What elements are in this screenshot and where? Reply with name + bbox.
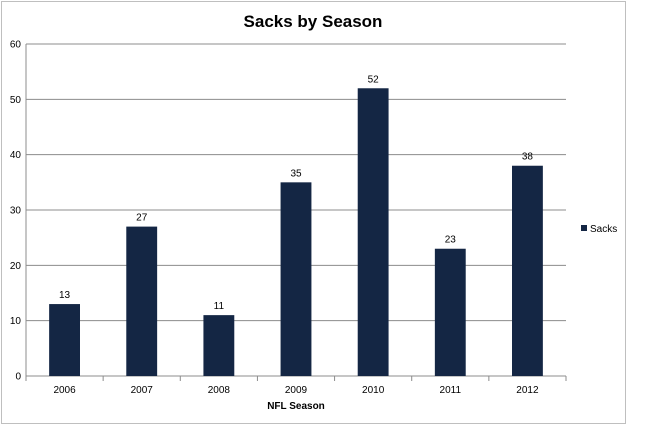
bar [512, 165, 543, 376]
y-tick-label: 50 [10, 95, 22, 106]
x-tick-label: 2011 [440, 385, 462, 396]
bars [49, 88, 543, 377]
y-tick-label: 10 [10, 316, 22, 327]
y-tick-label: 30 [10, 206, 22, 217]
x-tick-label: 2012 [516, 385, 539, 396]
data-labels: 13 27 11 35 52 23 38 [59, 74, 533, 312]
axes: 0 10 20 30 40 50 60 2006 2007 2008 2009 2010 2011 201… [10, 40, 567, 396]
x-tick-label: 2009 [285, 385, 308, 396]
chart-title: Sacks by Season [244, 12, 383, 31]
y-tick-label: 40 [10, 150, 22, 161]
x-tick-label: 2008 [208, 385, 231, 396]
bar-value-label: 27 [136, 213, 148, 224]
x-tick-label: 2007 [131, 385, 154, 396]
bar [203, 315, 235, 376]
bar [49, 304, 80, 376]
bar [434, 248, 466, 376]
bar-value-label: 23 [445, 235, 457, 246]
bar [126, 226, 158, 376]
legend-swatch [581, 225, 587, 231]
x-axis-title: NFL Season [267, 401, 325, 412]
legend: Sacks [581, 224, 617, 235]
x-tick-label: 2006 [53, 385, 76, 396]
bar [280, 182, 312, 376]
y-tick-label: 20 [10, 261, 22, 272]
bar-value-label: 11 [214, 301, 225, 312]
bar [357, 88, 389, 377]
bar-value-label: 38 [522, 152, 534, 163]
y-tick-label: 0 [15, 372, 21, 383]
legend-label: Sacks [590, 224, 617, 235]
bar-value-label: 35 [290, 168, 302, 179]
bar-value-label: 13 [59, 290, 71, 301]
gridlines [26, 43, 566, 322]
y-tick-label: 60 [10, 40, 22, 51]
bar-value-label: 52 [368, 74, 380, 85]
x-tick-label: 2010 [362, 385, 385, 396]
